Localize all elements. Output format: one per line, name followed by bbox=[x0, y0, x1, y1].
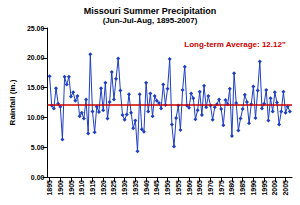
svg-text:0.00: 0.00 bbox=[31, 174, 45, 181]
svg-text:1975: 1975 bbox=[218, 180, 225, 196]
svg-text:1965: 1965 bbox=[196, 180, 203, 196]
svg-text:1905: 1905 bbox=[68, 180, 75, 196]
svg-text:1980: 1980 bbox=[228, 180, 235, 196]
svg-text:1990: 1990 bbox=[250, 180, 257, 196]
svg-text:1920: 1920 bbox=[100, 180, 107, 196]
svg-text:Rainfall (in.): Rainfall (in.) bbox=[8, 79, 17, 125]
svg-text:(Jun-Jul-Aug, 1895-2007): (Jun-Jul-Aug, 1895-2007) bbox=[103, 16, 198, 25]
svg-text:1895: 1895 bbox=[46, 180, 53, 196]
svg-text:1970: 1970 bbox=[207, 180, 214, 196]
svg-text:1925: 1925 bbox=[110, 180, 117, 196]
svg-text:1930: 1930 bbox=[121, 180, 128, 196]
svg-text:10.00: 10.00 bbox=[27, 114, 45, 121]
svg-text:1960: 1960 bbox=[186, 180, 193, 196]
svg-text:1985: 1985 bbox=[239, 180, 246, 196]
svg-text:1900: 1900 bbox=[57, 180, 64, 196]
svg-text:15.00: 15.00 bbox=[27, 84, 45, 91]
svg-text:2000: 2000 bbox=[271, 180, 278, 196]
svg-text:1945: 1945 bbox=[153, 180, 160, 196]
svg-text:1915: 1915 bbox=[89, 180, 96, 196]
svg-text:Missouri Summer Precipitation: Missouri Summer Precipitation bbox=[84, 6, 217, 16]
svg-text:1935: 1935 bbox=[132, 180, 139, 196]
svg-text:5.00: 5.00 bbox=[31, 144, 45, 151]
svg-text:1995: 1995 bbox=[261, 180, 268, 196]
svg-text:2005: 2005 bbox=[282, 180, 289, 196]
svg-text:1910: 1910 bbox=[78, 180, 85, 196]
svg-text:1955: 1955 bbox=[175, 180, 182, 196]
svg-text:1940: 1940 bbox=[143, 180, 150, 196]
svg-text:20.00: 20.00 bbox=[27, 54, 45, 61]
svg-text:1950: 1950 bbox=[164, 180, 171, 196]
svg-text:25.00: 25.00 bbox=[27, 25, 45, 32]
svg-text:Long-term Average: 12.12": Long-term Average: 12.12" bbox=[184, 40, 286, 49]
